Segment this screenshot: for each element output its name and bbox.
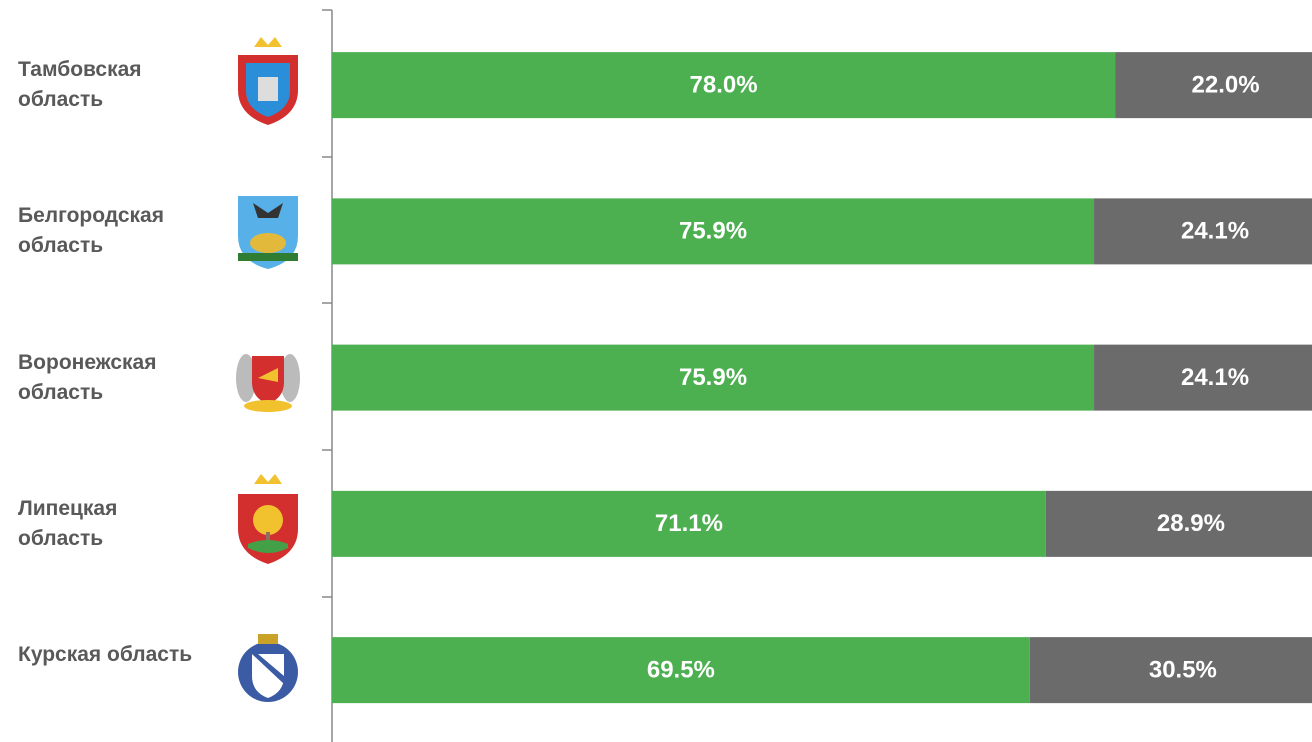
value-label: 24.1% [1181,364,1249,391]
value-label: 30.5% [1149,656,1217,683]
emblem [236,354,300,412]
category-label: Липецкая область [18,496,118,550]
bar-segment [1045,490,1312,557]
y-axis-ticks [322,9,332,598]
bar-segment [1094,198,1312,265]
category-label: Воронежская область [18,350,157,404]
value-label: 69.5% [647,656,715,683]
value-label: 75.9% [679,218,747,245]
emblem [238,474,298,564]
category-label: Курская область [18,643,193,667]
category-label: Тамбовская область [18,58,142,112]
emblems [236,37,300,702]
value-label: 22.0% [1192,71,1260,98]
emblem [238,37,298,125]
bar-segment [1094,344,1312,411]
bar-segment [332,490,1046,557]
value-label: 24.1% [1181,218,1249,245]
value-label: 71.1% [655,510,723,537]
value-label: 28.9% [1157,510,1225,537]
value-label: 75.9% [679,364,747,391]
bar-segment [1029,637,1312,704]
bar-segment [1115,52,1312,119]
category-label: Белгородская область [18,204,164,258]
bar-segment [332,198,1095,265]
emblem [238,196,298,269]
bar-segment [332,344,1095,411]
emblem [238,634,298,702]
value-label: 78.0% [690,71,758,98]
bar-segment [332,637,1030,704]
bar-segment [332,52,1116,119]
